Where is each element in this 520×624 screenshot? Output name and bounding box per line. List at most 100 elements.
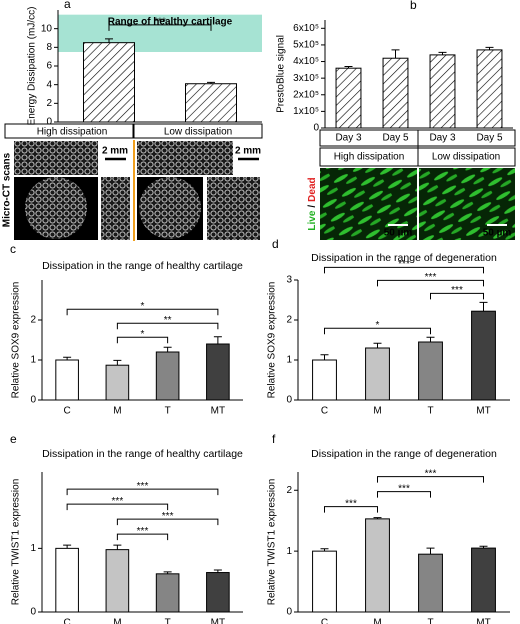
x-tick-label: T — [427, 618, 433, 624]
bar — [365, 347, 390, 401]
y-tick-label: 0 — [313, 123, 319, 134]
panel-letter: f — [272, 432, 276, 446]
scale-bar-label: 2 mm — [102, 146, 128, 157]
error-bar — [426, 336, 435, 342]
x-tick-label: MT — [476, 406, 490, 417]
x-tick-label: MT — [211, 406, 225, 417]
bar — [418, 553, 443, 613]
significance-bracket — [324, 266, 484, 274]
significance-label: *** — [451, 285, 463, 296]
error-bar — [320, 548, 329, 552]
category-box — [133, 123, 263, 139]
significance-bracket — [116, 518, 219, 526]
bar — [335, 67, 362, 129]
x-tick-label: M — [113, 406, 121, 417]
error-bar — [344, 66, 353, 69]
error-bar — [373, 517, 382, 519]
error-bar — [438, 51, 447, 55]
significance-label: *** — [398, 483, 410, 494]
image-label: Micro-CT scans — [2, 152, 13, 227]
y-tick-label: 0 — [286, 607, 292, 618]
y-tick-label: 5x10⁵ — [293, 40, 319, 51]
x-tick-label: T — [165, 618, 171, 624]
significance-bracket — [430, 292, 484, 300]
error-bar — [426, 547, 435, 555]
y-axis-title: Relative TWIST1 expression — [11, 479, 22, 606]
x-tick-label: Low dissipation — [164, 127, 232, 138]
chart-title: Dissipation in the range of degeneration — [311, 448, 497, 460]
y-tick-label: 2 — [286, 315, 292, 326]
bar — [312, 359, 337, 401]
bar — [185, 83, 237, 123]
significance-label: *** — [154, 17, 166, 28]
bar — [418, 341, 443, 401]
y-axis-title: Relative SOX9 expression — [11, 282, 22, 399]
error-bar — [213, 569, 222, 573]
y-tick-label: 0 — [30, 395, 36, 406]
scale-bar-label: 2 mm — [235, 146, 261, 157]
y-tick-label: 0 — [286, 395, 292, 406]
x-tick-label: M — [373, 618, 381, 624]
micro-ct-images — [14, 140, 260, 241]
y-tick-label: 1 — [30, 355, 36, 366]
y-tick-label: 1 — [286, 355, 292, 366]
significance-label: *** — [112, 496, 124, 507]
x-tick-label: T — [165, 406, 171, 417]
x-tick-label: T — [427, 406, 433, 417]
error-bar — [163, 571, 172, 574]
significance-bracket — [377, 279, 484, 287]
error-bar — [207, 81, 215, 84]
panel-letter: c — [10, 242, 16, 256]
category-box — [4, 123, 134, 139]
error-bar — [105, 38, 113, 43]
x-tick-label: C — [64, 618, 71, 624]
x-tick-label: C — [64, 406, 71, 417]
y-tick-label: 4 — [46, 79, 52, 90]
significance-label: * — [141, 329, 145, 340]
error-bar — [113, 359, 122, 366]
error-bar — [373, 342, 382, 348]
x-tick-label: MT — [476, 618, 490, 624]
error-bar — [63, 544, 72, 549]
y-tick-label: 3 — [286, 275, 292, 286]
group-label: High dissipation — [334, 152, 405, 163]
bar — [206, 572, 230, 613]
significance-label: * — [376, 320, 380, 331]
y-tick-label: 2x10⁵ — [293, 89, 319, 100]
error-bar — [391, 49, 400, 59]
bar — [155, 573, 180, 613]
error-bar — [113, 544, 122, 550]
stain-label: Live / Dead — [307, 177, 318, 230]
band-label: Range of healthy cartilage — [108, 16, 233, 27]
bar — [471, 547, 496, 613]
x-tick-label: M — [113, 618, 121, 624]
bar — [83, 42, 135, 123]
significance-label: *** — [137, 526, 149, 537]
panel-letter: e — [10, 432, 17, 446]
significance-bracket — [66, 308, 219, 316]
group-label: Low dissipation — [432, 152, 500, 163]
y-axis-title: PrestoBlue signal — [276, 35, 287, 113]
bar — [365, 518, 390, 613]
x-tick-label: Day 3 — [335, 133, 362, 144]
x-tick-label: M — [373, 406, 381, 417]
significance-bracket — [377, 476, 484, 483]
y-tick-label: 2 — [286, 485, 292, 496]
y-tick-label: 1x10⁵ — [293, 106, 319, 117]
y-tick-label: 1 — [30, 543, 36, 554]
chart-title: Dissipation in the range of degeneration — [311, 252, 497, 264]
y-tick-label: 1 — [286, 546, 292, 557]
y-tick-label: 0 — [46, 117, 52, 128]
significance-label: * — [141, 301, 145, 312]
significance-label: *** — [162, 511, 174, 522]
significance-bracket — [324, 506, 378, 513]
x-tick-label: MT — [211, 618, 225, 624]
significance-label: *** — [137, 481, 149, 492]
panel-letter: d — [272, 237, 279, 251]
group-box — [417, 147, 516, 167]
error-bar — [163, 346, 172, 352]
y-tick-label: 6 — [46, 61, 52, 72]
bar — [155, 351, 180, 401]
significance-bracket — [377, 491, 431, 498]
significance-bracket — [108, 24, 212, 31]
